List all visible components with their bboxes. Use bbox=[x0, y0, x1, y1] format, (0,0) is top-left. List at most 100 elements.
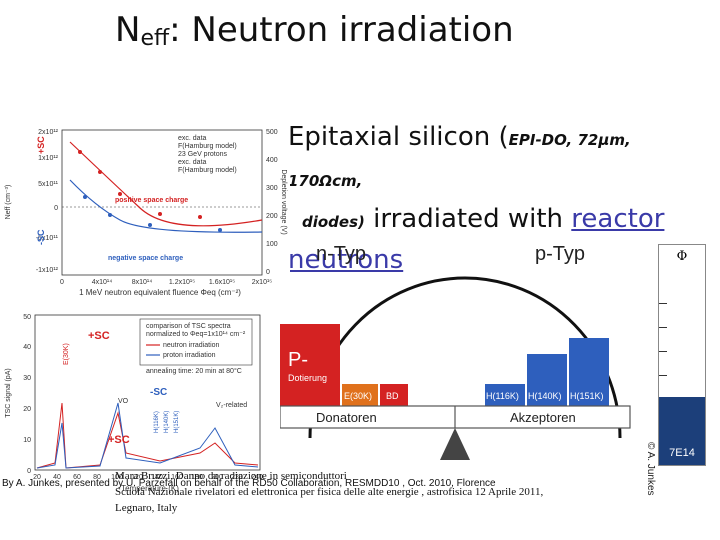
h-label: H(140K) bbox=[164, 411, 170, 433]
left-tick: 2x10¹² bbox=[38, 129, 59, 136]
x-axis-label: 1 MeV neutron equivalent fluence Φeq (cm… bbox=[79, 288, 241, 297]
svg-text:F(Hamburg model): F(Hamburg model) bbox=[178, 143, 237, 150]
minus-sc: -SC bbox=[150, 387, 167, 398]
svg-text:180: 180 bbox=[191, 474, 203, 481]
left-tick: -1x10¹² bbox=[36, 267, 59, 274]
fluence-side-bar: Φ 7E14 bbox=[658, 244, 706, 466]
phi-label: Φ bbox=[676, 249, 688, 264]
p-dotierung-sub: Dotierung bbox=[288, 373, 327, 383]
v2-label: V₂-related bbox=[216, 402, 247, 409]
positive-space-charge-label: positive space charge bbox=[115, 197, 188, 204]
y-tick: 30 bbox=[23, 375, 31, 382]
svg-text:240: 240 bbox=[251, 474, 263, 481]
y-tick: 50 bbox=[23, 314, 31, 321]
slide-subtitle: Epitaxial silicon (EPI-DO, 72µm, 170Ωcm,… bbox=[288, 122, 665, 275]
copyright-text: © A. Junkes bbox=[645, 442, 656, 496]
svg-text:proton irradiation: proton irradiation bbox=[163, 352, 216, 359]
y-tick: 40 bbox=[23, 344, 31, 351]
left-tick: -5x10¹¹ bbox=[36, 235, 59, 242]
data-point bbox=[198, 215, 202, 219]
hamburg-curve-blue bbox=[69, 179, 263, 233]
fluence-value: 7E14 bbox=[669, 447, 695, 459]
donatoren-label: Donatoren bbox=[316, 410, 377, 425]
h-label: H(116K) bbox=[154, 411, 160, 433]
svg-text:BD: BD bbox=[386, 391, 399, 401]
right-tick: 0 bbox=[266, 269, 270, 276]
p-dotierung-title: P- bbox=[288, 349, 308, 371]
credit-author: Mara Bruzzi, Danno da radiazione in semi… bbox=[115, 470, 347, 482]
svg-text:E(30K): E(30K) bbox=[344, 391, 372, 401]
x-axis-label: Temperature (K) bbox=[121, 484, 179, 493]
negative-space-charge-label: negative space charge bbox=[108, 255, 183, 262]
plus-sc-bottom: +SC bbox=[108, 434, 130, 446]
x-tick: 2x10¹⁵ bbox=[252, 279, 273, 286]
svg-text:H(140K): H(140K) bbox=[528, 391, 562, 401]
hamburg-curve-red bbox=[69, 141, 263, 227]
h116-bar bbox=[485, 384, 525, 406]
n-typ-label: n-Typ bbox=[316, 243, 366, 265]
legend-box bbox=[139, 318, 253, 366]
credit-by: By A. Junkes, presented by U. Parzefall … bbox=[2, 478, 496, 489]
svg-text:60: 60 bbox=[73, 474, 81, 481]
svg-text:exc. data: exc. data bbox=[178, 135, 207, 142]
svg-text:220: 220 bbox=[231, 474, 243, 481]
bd-bar bbox=[380, 384, 408, 406]
right-tick: 500 bbox=[266, 129, 278, 136]
right-tick: 300 bbox=[266, 185, 278, 192]
x-ticks: 20 40 60 80 100 120 140 160 180 200 220 … bbox=[33, 474, 263, 481]
data-point bbox=[158, 212, 162, 216]
p-typ-label: p-Typ bbox=[535, 243, 585, 265]
left-tick: 0 bbox=[54, 205, 58, 212]
left-tick: 5x10¹¹ bbox=[38, 181, 59, 188]
x-tick: 4x10¹⁴ bbox=[92, 279, 113, 286]
x-tick: 1.6x10¹⁵ bbox=[209, 279, 235, 286]
svg-text:normalized to Φeq=1x10¹⁴ cm⁻²: normalized to Φeq=1x10¹⁴ cm⁻² bbox=[146, 331, 246, 338]
balance-diagram: n-Typ p-Typ P- Dotierung E(30K) BD H(116… bbox=[280, 243, 631, 460]
proton-spectrum bbox=[36, 402, 259, 469]
y-tick: 10 bbox=[23, 437, 31, 444]
svg-text:20: 20 bbox=[33, 474, 41, 481]
plus-sc-label: +SC bbox=[36, 136, 46, 154]
data-point bbox=[118, 192, 122, 196]
svg-text:F(Hamburg model): F(Hamburg model) bbox=[178, 167, 237, 174]
reactor-neutrons-link[interactable]: reactor neutrons bbox=[288, 204, 665, 275]
credit-place: Legnaro, Italy bbox=[115, 502, 178, 514]
y-tick: 20 bbox=[23, 406, 31, 413]
svg-text:comparison of TSC spectra: comparison of TSC spectra bbox=[146, 323, 231, 330]
svg-text:exc. data: exc. data bbox=[178, 159, 207, 166]
p-dotierung-bar bbox=[280, 324, 340, 406]
annealing-text: annealing time: 20 min at 80°C bbox=[146, 367, 242, 375]
neff-fluence-plot: 2x10¹² 1x10¹² 5x10¹¹ 0 -5x10¹¹ -1x10¹² 5… bbox=[0, 120, 290, 300]
vo-label: VO bbox=[118, 398, 129, 405]
y2-axis-label: Depletion voltage (V) bbox=[280, 169, 287, 234]
data-point bbox=[78, 150, 82, 154]
data-point bbox=[83, 195, 87, 199]
x-tick: 0 bbox=[60, 279, 64, 286]
h151-bar bbox=[569, 338, 609, 406]
plus-sc-top: +SC bbox=[88, 330, 110, 342]
svg-text:H(151K): H(151K) bbox=[570, 391, 604, 401]
h140-bar bbox=[527, 354, 567, 406]
svg-text:23 GeV protons: 23 GeV protons bbox=[178, 151, 228, 158]
e30k-bar bbox=[342, 384, 378, 406]
svg-text:H(116K): H(116K) bbox=[486, 391, 519, 401]
svg-text:40: 40 bbox=[53, 474, 61, 481]
svg-text:neutron irradiation: neutron irradiation bbox=[163, 342, 220, 349]
data-point bbox=[148, 223, 152, 227]
right-tick: 200 bbox=[266, 213, 278, 220]
y-axis-label: TSC signal (pA) bbox=[5, 368, 12, 417]
x-tick: 8x10¹⁴ bbox=[132, 279, 153, 286]
minus-sc-label: -SC bbox=[36, 229, 46, 245]
akzeptoren-label: Akzeptoren bbox=[510, 410, 576, 425]
svg-text:140: 140 bbox=[151, 474, 163, 481]
data-point bbox=[98, 170, 102, 174]
fluence-fill bbox=[659, 397, 705, 465]
svg-text:80: 80 bbox=[93, 474, 101, 481]
data-point bbox=[108, 213, 112, 217]
y-tick: 0 bbox=[27, 468, 31, 475]
legend: exc. data F(Hamburg model) 23 GeV proton… bbox=[178, 135, 237, 174]
svg-text:160: 160 bbox=[171, 474, 183, 481]
right-tick: 100 bbox=[266, 241, 278, 248]
slide-title: Neff: Neutron irradiation bbox=[115, 10, 514, 51]
tsc-spectra-plot: 0 10 20 30 40 50 TSC signal (pA) 20 40 6… bbox=[0, 303, 270, 498]
